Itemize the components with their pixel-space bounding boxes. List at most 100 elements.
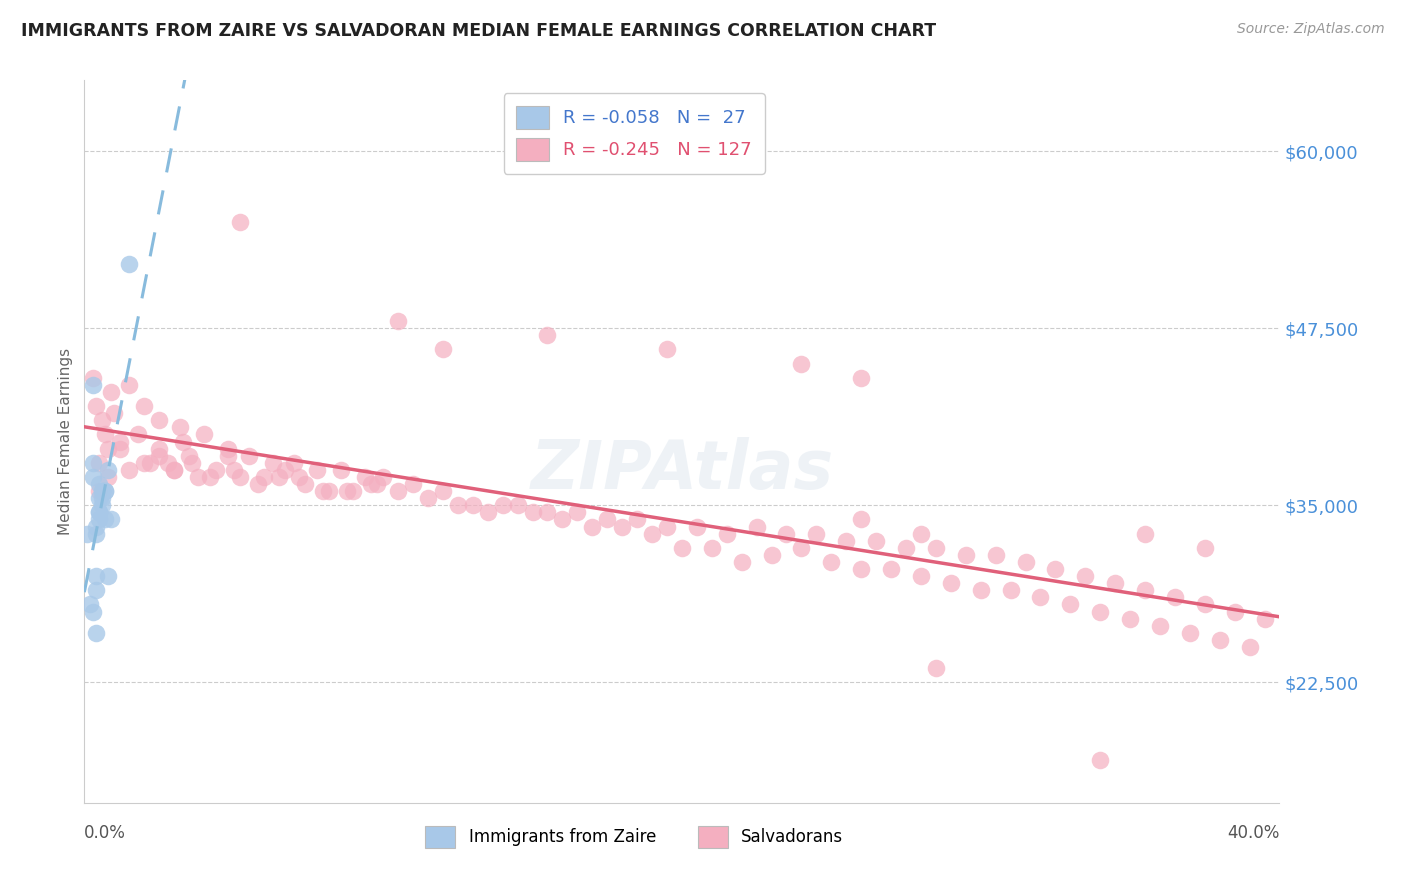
- Point: [86, 583, 108, 598]
- Point: [626, 512, 648, 526]
- Point: [148, 449, 170, 463]
- Point: [461, 498, 484, 512]
- Point: [82, 470, 104, 484]
- Point: [82, 377, 104, 392]
- Point: [169, 420, 191, 434]
- Point: [671, 541, 693, 555]
- Point: [354, 470, 377, 484]
- Point: [118, 377, 141, 392]
- Point: [118, 463, 141, 477]
- Point: [366, 477, 388, 491]
- Point: [536, 328, 558, 343]
- Point: [925, 661, 948, 675]
- Point: [790, 541, 813, 555]
- Point: [139, 456, 162, 470]
- Point: [273, 463, 295, 477]
- Point: [851, 512, 873, 526]
- Point: [1194, 598, 1216, 612]
- Point: [103, 406, 125, 420]
- Point: [1209, 632, 1232, 647]
- Point: [217, 449, 239, 463]
- Point: [89, 477, 111, 491]
- Point: [177, 449, 200, 463]
- Point: [1133, 526, 1156, 541]
- Point: [655, 519, 678, 533]
- Point: [581, 519, 603, 533]
- Point: [91, 484, 114, 499]
- Point: [148, 413, 170, 427]
- Point: [94, 484, 117, 499]
- Point: [86, 399, 108, 413]
- Point: [228, 215, 252, 229]
- Point: [82, 456, 104, 470]
- Point: [880, 562, 903, 576]
- Point: [97, 442, 120, 456]
- Point: [432, 343, 454, 357]
- Point: [172, 434, 194, 449]
- Point: [163, 463, 186, 477]
- Point: [716, 526, 738, 541]
- Point: [318, 484, 340, 499]
- Point: [76, 526, 98, 541]
- Point: [127, 427, 149, 442]
- Point: [492, 498, 515, 512]
- Point: [132, 456, 156, 470]
- Point: [94, 427, 117, 442]
- Point: [342, 484, 364, 499]
- Point: [360, 477, 382, 491]
- Point: [91, 413, 114, 427]
- Point: [910, 526, 932, 541]
- Point: [806, 526, 828, 541]
- Point: [86, 526, 108, 541]
- Point: [89, 512, 111, 526]
- Point: [86, 519, 108, 533]
- Point: [641, 526, 664, 541]
- Point: [1059, 598, 1081, 612]
- Point: [477, 505, 499, 519]
- Point: [330, 463, 353, 477]
- Point: [761, 548, 783, 562]
- Text: IMMIGRANTS FROM ZAIRE VS SALVADORAN MEDIAN FEMALE EARNINGS CORRELATION CHART: IMMIGRANTS FROM ZAIRE VS SALVADORAN MEDI…: [21, 22, 936, 40]
- Point: [222, 463, 245, 477]
- Point: [373, 470, 395, 484]
- Point: [551, 512, 574, 526]
- Point: [1164, 591, 1187, 605]
- Point: [91, 498, 114, 512]
- Point: [506, 498, 529, 512]
- Point: [447, 498, 470, 512]
- Text: 40.0%: 40.0%: [1227, 824, 1279, 842]
- Point: [86, 625, 108, 640]
- Point: [387, 314, 409, 328]
- Text: Source: ZipAtlas.com: Source: ZipAtlas.com: [1237, 22, 1385, 37]
- Point: [851, 371, 873, 385]
- Point: [700, 541, 723, 555]
- Point: [79, 598, 101, 612]
- Point: [835, 533, 858, 548]
- Point: [387, 484, 409, 499]
- Point: [1239, 640, 1261, 654]
- Point: [118, 257, 141, 271]
- Point: [894, 541, 917, 555]
- Point: [402, 477, 425, 491]
- Point: [910, 569, 932, 583]
- Point: [283, 456, 305, 470]
- Point: [181, 456, 204, 470]
- Point: [100, 384, 122, 399]
- Point: [984, 548, 1007, 562]
- Point: [416, 491, 439, 506]
- Point: [157, 456, 180, 470]
- Point: [1000, 583, 1022, 598]
- Point: [336, 484, 359, 499]
- Point: [955, 548, 977, 562]
- Point: [686, 519, 709, 533]
- Point: [522, 505, 544, 519]
- Point: [1045, 562, 1067, 576]
- Point: [312, 484, 335, 499]
- Point: [1074, 569, 1097, 583]
- Point: [307, 463, 329, 477]
- Point: [253, 470, 276, 484]
- Point: [655, 343, 678, 357]
- Point: [1119, 612, 1142, 626]
- Point: [1029, 591, 1052, 605]
- Point: [110, 442, 132, 456]
